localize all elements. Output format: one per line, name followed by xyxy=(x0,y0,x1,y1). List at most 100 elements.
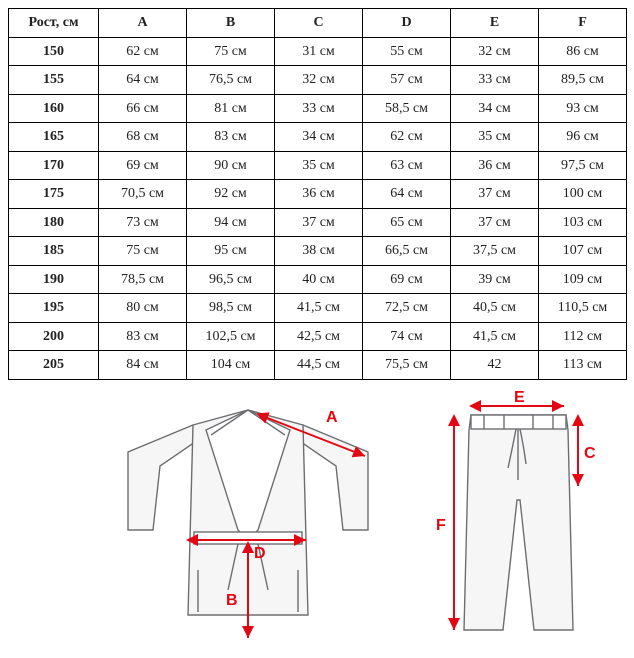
data-cell: 110,5 см xyxy=(539,294,627,323)
data-cell: 112 см xyxy=(539,322,627,351)
dim-label-f: F xyxy=(436,517,446,534)
table-row: 18073 см94 см37 см65 см37 см103 см xyxy=(9,208,627,237)
data-cell: 32 см xyxy=(275,66,363,95)
data-cell: 33 см xyxy=(275,94,363,123)
row-header-cell: 190 xyxy=(9,265,99,294)
data-cell: 70,5 см xyxy=(99,180,187,209)
data-cell: 100 см xyxy=(539,180,627,209)
data-cell: 66 см xyxy=(99,94,187,123)
table-row: 19580 см98,5 см41,5 см72,5 см40,5 см110,… xyxy=(9,294,627,323)
row-header-cell: 170 xyxy=(9,151,99,180)
col-header: F xyxy=(539,9,627,38)
data-cell: 55 см xyxy=(363,37,451,66)
dim-label-b: B xyxy=(226,592,238,609)
col-header: E xyxy=(451,9,539,38)
table-row: 20584 см104 см44,5 см75,5 см42113 см xyxy=(9,351,627,380)
row-header-cell: 180 xyxy=(9,208,99,237)
data-cell: 42 xyxy=(451,351,539,380)
data-cell: 64 см xyxy=(99,66,187,95)
data-cell: 83 см xyxy=(187,123,275,152)
data-cell: 104 см xyxy=(187,351,275,380)
data-cell: 39 см xyxy=(451,265,539,294)
data-cell: 94 см xyxy=(187,208,275,237)
data-cell: 44,5 см xyxy=(275,351,363,380)
table-row: 15564 см76,5 см32 см57 см33 см89,5 см xyxy=(9,66,627,95)
data-cell: 107 см xyxy=(539,237,627,266)
row-header-cell: 165 xyxy=(9,123,99,152)
data-cell: 89,5 см xyxy=(539,66,627,95)
data-cell: 80 см xyxy=(99,294,187,323)
jacket-diagram: A D B xyxy=(98,390,398,650)
data-cell: 75 см xyxy=(187,37,275,66)
data-cell: 62 см xyxy=(99,37,187,66)
row-header-cell: 175 xyxy=(9,180,99,209)
data-cell: 92 см xyxy=(187,180,275,209)
data-cell: 86 см xyxy=(539,37,627,66)
data-cell: 37 см xyxy=(451,180,539,209)
row-header-cell: 155 xyxy=(9,66,99,95)
dim-label-e: E xyxy=(514,390,525,406)
data-cell: 97,5 см xyxy=(539,151,627,180)
data-cell: 35 см xyxy=(451,123,539,152)
col-header: D xyxy=(363,9,451,38)
row-header-cell: 195 xyxy=(9,294,99,323)
data-cell: 78,5 см xyxy=(99,265,187,294)
data-cell: 32 см xyxy=(451,37,539,66)
data-cell: 58,5 см xyxy=(363,94,451,123)
col-header: C xyxy=(275,9,363,38)
data-cell: 34 см xyxy=(275,123,363,152)
data-cell: 36 см xyxy=(275,180,363,209)
data-cell: 40,5 см xyxy=(451,294,539,323)
data-cell: 102,5 см xyxy=(187,322,275,351)
col-header: A xyxy=(99,9,187,38)
data-cell: 95 см xyxy=(187,237,275,266)
data-cell: 73 см xyxy=(99,208,187,237)
data-cell: 34 см xyxy=(451,94,539,123)
data-cell: 57 см xyxy=(363,66,451,95)
data-cell: 33 см xyxy=(451,66,539,95)
row-header-cell: 205 xyxy=(9,351,99,380)
row-header-cell: 185 xyxy=(9,237,99,266)
size-chart-table: Рост, см A B C D E F 15062 см75 см31 см5… xyxy=(8,8,627,380)
data-cell: 103 см xyxy=(539,208,627,237)
data-cell: 41,5 см xyxy=(451,322,539,351)
data-cell: 62 см xyxy=(363,123,451,152)
data-cell: 37,5 см xyxy=(451,237,539,266)
data-cell: 42,5 см xyxy=(275,322,363,351)
dim-label-d: D xyxy=(254,545,266,562)
table-row: 17069 см90 см35 см63 см36 см97,5 см xyxy=(9,151,627,180)
data-cell: 37 см xyxy=(275,208,363,237)
table-header: Рост, см A B C D E F xyxy=(9,9,627,38)
table-row: 20083 см102,5 см42,5 см74 см41,5 см112 с… xyxy=(9,322,627,351)
data-cell: 96 см xyxy=(539,123,627,152)
data-cell: 84 см xyxy=(99,351,187,380)
table-row: 16066 см81 см33 см58,5 см34 см93 см xyxy=(9,94,627,123)
data-cell: 113 см xyxy=(539,351,627,380)
data-cell: 76,5 см xyxy=(187,66,275,95)
data-cell: 75 см xyxy=(99,237,187,266)
data-cell: 63 см xyxy=(363,151,451,180)
data-cell: 74 см xyxy=(363,322,451,351)
data-cell: 38 см xyxy=(275,237,363,266)
table-row: 19078,5 см96,5 см40 см69 см39 см109 см xyxy=(9,265,627,294)
data-cell: 93 см xyxy=(539,94,627,123)
data-cell: 83 см xyxy=(99,322,187,351)
dim-label-c: C xyxy=(584,445,596,462)
data-cell: 31 см xyxy=(275,37,363,66)
data-cell: 98,5 см xyxy=(187,294,275,323)
table-row: 17570,5 см92 см36 см64 см37 см100 см xyxy=(9,180,627,209)
data-cell: 69 см xyxy=(363,265,451,294)
data-cell: 90 см xyxy=(187,151,275,180)
table-row: 18575 см95 см38 см66,5 см37,5 см107 см xyxy=(9,237,627,266)
data-cell: 35 см xyxy=(275,151,363,180)
data-cell: 81 см xyxy=(187,94,275,123)
data-cell: 37 см xyxy=(451,208,539,237)
data-cell: 72,5 см xyxy=(363,294,451,323)
data-cell: 64 см xyxy=(363,180,451,209)
data-cell: 75,5 см xyxy=(363,351,451,380)
pants-diagram: E C F xyxy=(426,390,596,650)
data-cell: 65 см xyxy=(363,208,451,237)
data-cell: 40 см xyxy=(275,265,363,294)
dim-label-a: A xyxy=(326,409,338,426)
row-header-cell: 150 xyxy=(9,37,99,66)
